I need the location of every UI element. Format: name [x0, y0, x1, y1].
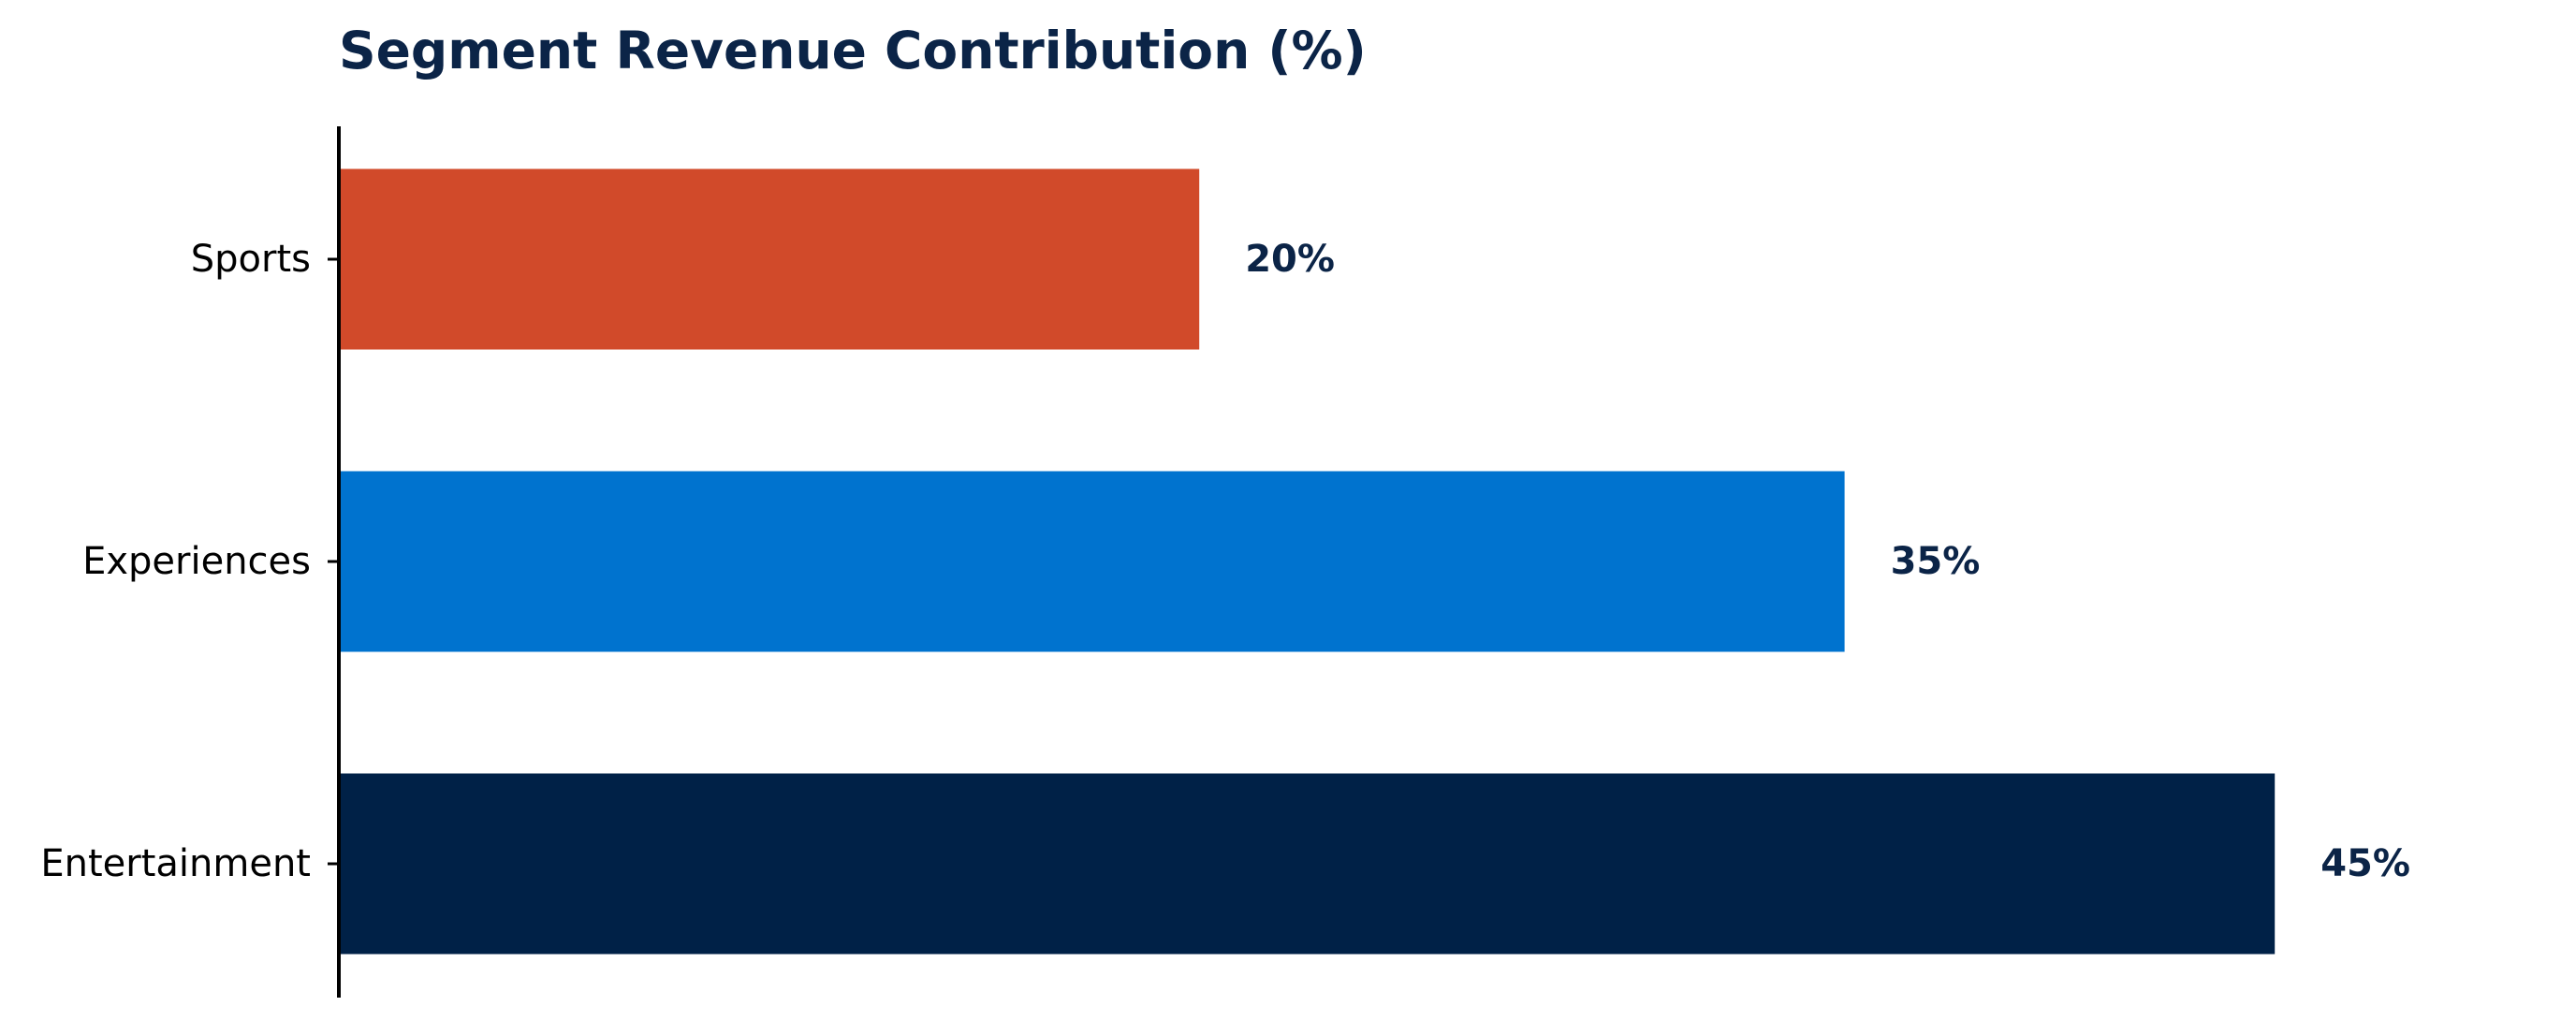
- bar-value-label: 45%: [2320, 842, 2410, 885]
- chart-title: Segment Revenue Contribution (%): [339, 21, 1367, 80]
- y-tick-label: Entertainment: [40, 842, 311, 885]
- labels-layer: Entertainment 45% Experiences 35% Sports 20%: [40, 238, 2410, 885]
- bar-value-label: 20%: [1245, 238, 1335, 281]
- bars-layer: [339, 168, 2276, 955]
- y-tick-label: Experiences: [82, 540, 311, 583]
- bar-sports: [339, 168, 1200, 350]
- bar-entertainment: [339, 773, 2276, 955]
- y-tick-label: Sports: [191, 238, 311, 281]
- bar-value-label: 35%: [1891, 540, 1981, 583]
- bar-experiences: [339, 471, 1845, 652]
